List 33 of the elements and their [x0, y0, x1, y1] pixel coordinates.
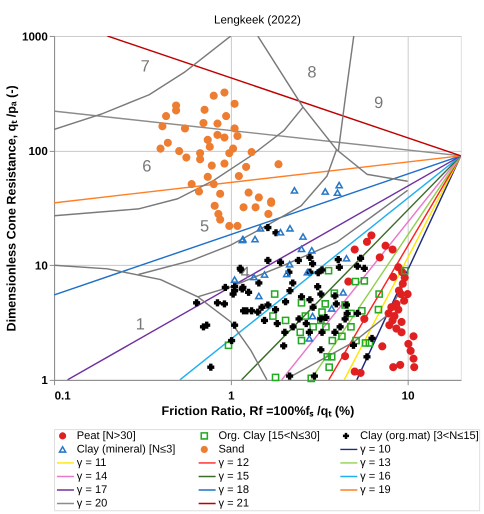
legend-label: γ = 10 — [360, 443, 391, 456]
y-tick-label: 100 — [28, 146, 48, 158]
legend-label: Peat [N>30] — [76, 430, 136, 442]
legend-label: γ = 18 — [218, 484, 249, 496]
x-axis-title: Friction Ratio, Rf =100%fₛ /qₜ (%) — [162, 404, 354, 418]
y-tick-label: 10 — [34, 260, 48, 273]
legend-label: γ = 14 — [76, 470, 108, 482]
legend-label: Clay (mineral) [N≤3] — [76, 443, 176, 456]
annotation: 7 — [140, 58, 150, 76]
annotation: 9 — [374, 94, 384, 112]
y-axis-title: Dimensionless Cone Resistance, qₜ /pₐ (-) — [4, 85, 18, 332]
x-tick-label: 0.1 — [54, 390, 72, 403]
legend-label: γ = 19 — [360, 484, 391, 496]
legend-label: γ = 12 — [218, 456, 249, 469]
legend-label: γ = 21 — [218, 497, 249, 510]
annotation: 6 — [142, 157, 152, 176]
legend-label: γ = 17 — [76, 484, 108, 496]
legend-label: γ = 13 — [360, 456, 391, 469]
legend-label: γ = 20 — [76, 497, 108, 510]
x-tick-label: 10 — [402, 390, 415, 403]
annotation: 5 — [200, 218, 210, 236]
chart-title: Lengkeek (2022) — [214, 14, 302, 26]
y-tick-label: 1 — [41, 375, 48, 388]
x-tick-label: 1 — [228, 390, 236, 403]
legend-label: γ = 15 — [218, 470, 249, 482]
legend-label: γ = 16 — [360, 470, 391, 482]
legend-label: γ = 11 — [76, 456, 106, 469]
annotation: 1 — [136, 316, 145, 334]
legend-label: Sand — [218, 443, 244, 456]
y-tick-label: 1000 — [22, 31, 48, 44]
legend-label: Org. Clay [15<N≤30] — [218, 430, 320, 442]
annotation: 8 — [307, 64, 317, 82]
legend-label: Clay (org.mat) [3<N≤15] — [360, 430, 479, 442]
